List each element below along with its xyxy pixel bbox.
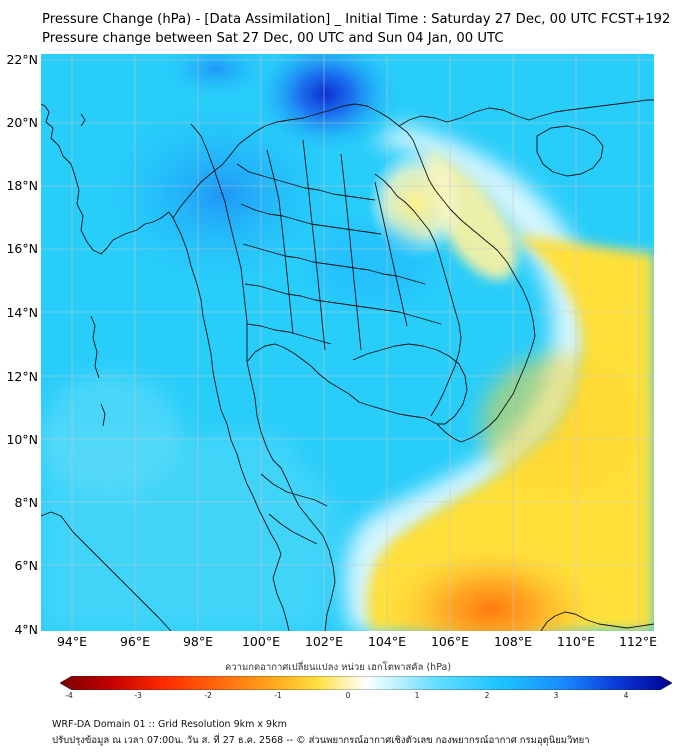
colorbar-tick: 2 [484, 691, 490, 700]
colorbar-tick: 3 [553, 691, 559, 700]
lon-label-96e: 96°E [119, 634, 151, 649]
chart-subtitle: Pressure change between Sat 27 Dec, 00 U… [42, 31, 504, 46]
pressure-field [41, 54, 654, 631]
chart-title: Pressure Change (hPa) - [Data Assimilati… [42, 12, 671, 27]
map-panel [41, 54, 654, 631]
pressure-change-map [41, 54, 654, 631]
lon-label-110e: 110°E [556, 634, 595, 649]
colorbar-tick: -2 [204, 691, 212, 700]
lat-label-4n: 4°N [14, 622, 38, 637]
colorbar-tick: 0 [345, 691, 351, 700]
footer-model-info: WRF-DA Domain 01 :: Grid Resolution 9km … [52, 719, 287, 730]
colorbar-tick: -3 [134, 691, 142, 700]
lon-label-112e: 112°E [618, 634, 657, 649]
lon-label-108e: 108°E [493, 634, 532, 649]
lon-label-102e: 102°E [304, 634, 343, 649]
lon-label-100e: 100°E [241, 634, 280, 649]
lon-label-98e: 98°E [182, 634, 214, 649]
colorbar [60, 676, 672, 690]
colorbar-tick: -4 [65, 691, 73, 700]
lat-label-6n: 6°N [14, 558, 38, 573]
lat-label-16n: 16°N [6, 241, 38, 256]
colorbar-tick: 1 [414, 691, 420, 700]
lat-label-18n: 18°N [6, 178, 38, 193]
colorbar-caption: ความกดอากาศเปลี่ยนแปลง หน่วย เฮกโตพาสคัล… [224, 662, 452, 673]
lat-label-22n: 22°N [6, 52, 38, 67]
lon-label-104e: 104°E [367, 634, 406, 649]
footer-credit: ปรับปรุงข้อมูล ณ เวลา 07:00น. วัน ส. ที่… [52, 735, 590, 746]
lon-label-106e: 106°E [430, 634, 469, 649]
coastlines-and-borders [41, 99, 654, 631]
lat-label-14n: 14°N [6, 305, 38, 320]
lat-label-8n: 8°N [14, 495, 38, 510]
lat-label-20n: 20°N [6, 115, 38, 130]
lon-label-94e: 94°E [56, 634, 88, 649]
colorbar-tick: 4 [623, 691, 629, 700]
colorbar-tick: -1 [274, 691, 282, 700]
lat-label-12n: 12°N [6, 369, 38, 384]
lat-label-10n: 10°N [6, 432, 38, 447]
